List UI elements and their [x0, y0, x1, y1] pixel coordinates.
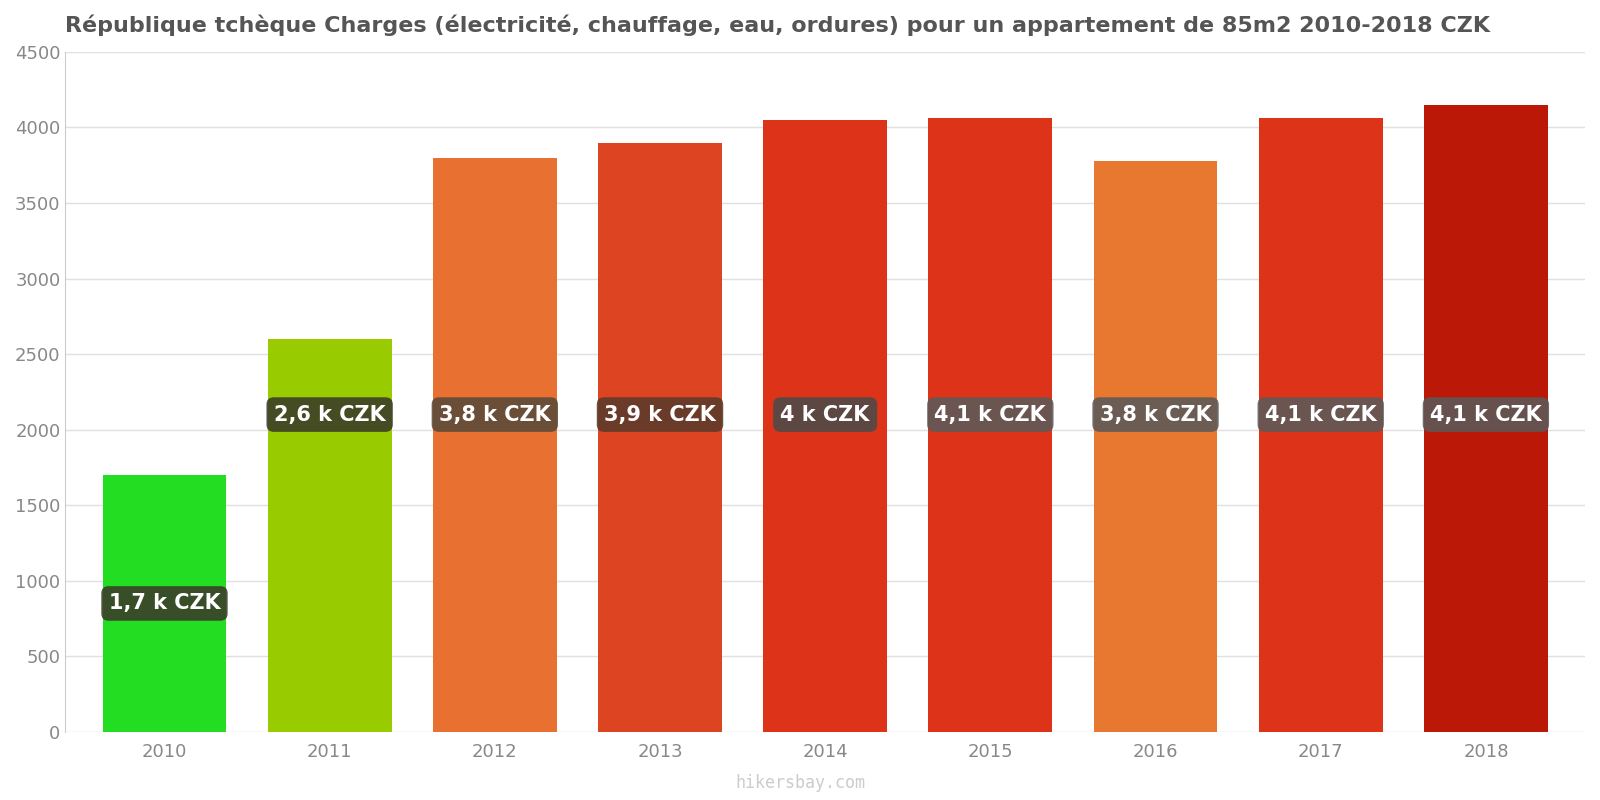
Text: 3,9 k CZK: 3,9 k CZK [605, 405, 715, 425]
Bar [598, 142, 722, 732]
Text: République tchèque Charges (électricité, chauffage, eau, ordures) pour un appart: République tchèque Charges (électricité,… [66, 15, 1490, 37]
Bar [102, 475, 227, 732]
Text: 4 k CZK: 4 k CZK [781, 405, 870, 425]
Text: 1,7 k CZK: 1,7 k CZK [109, 594, 221, 614]
Bar [1259, 118, 1382, 732]
Bar [763, 120, 886, 732]
Text: hikersbay.com: hikersbay.com [734, 774, 866, 792]
Text: 4,1 k CZK: 4,1 k CZK [1430, 405, 1542, 425]
Bar [1424, 105, 1547, 732]
Text: 4,1 k CZK: 4,1 k CZK [934, 405, 1046, 425]
Bar [267, 339, 392, 732]
Text: 4,1 k CZK: 4,1 k CZK [1266, 405, 1376, 425]
Text: 3,8 k CZK: 3,8 k CZK [438, 405, 550, 425]
Bar [928, 118, 1053, 732]
Bar [434, 158, 557, 732]
Text: 2,6 k CZK: 2,6 k CZK [274, 405, 386, 425]
Text: 3,8 k CZK: 3,8 k CZK [1099, 405, 1211, 425]
Bar [1093, 161, 1218, 732]
